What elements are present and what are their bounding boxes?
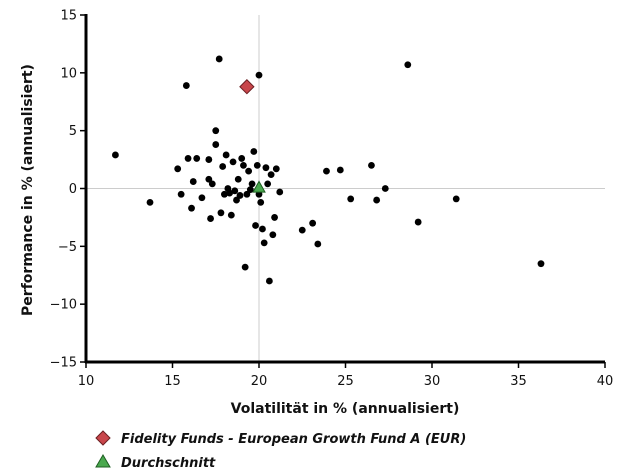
- scatter-point: [368, 161, 375, 169]
- scatter-point: [241, 263, 249, 271]
- scatter-point: [414, 218, 422, 226]
- scatter-point: [271, 214, 278, 221]
- scatter-point: [381, 185, 389, 192]
- scatter-point: [212, 141, 220, 148]
- scatter-point: [205, 156, 213, 163]
- legend-item-average: Durchschnitt: [95, 454, 216, 469]
- y-axis-title: Performance in % (annualisiert): [20, 64, 36, 316]
- scatter-point: [234, 175, 242, 183]
- fund-diamond-point: [239, 79, 255, 95]
- scatter-point: [212, 127, 220, 135]
- y-tick-label: 5: [69, 124, 77, 139]
- scatter-point: [373, 196, 381, 204]
- scatter-point: [146, 198, 154, 206]
- scatter-point: [112, 151, 119, 159]
- x-tick-label: 25: [337, 374, 354, 389]
- scatter-point: [250, 148, 258, 155]
- scatter-point: [231, 187, 239, 195]
- scatter-point: [233, 196, 240, 204]
- scatter-point: [253, 161, 261, 169]
- scatter-point: [217, 209, 225, 217]
- scatter-point: [177, 190, 185, 198]
- scatter-point: [205, 175, 213, 183]
- scatter-point: [269, 231, 277, 239]
- legend-label-fund: Fidelity Funds - European Growth Fund A …: [121, 432, 466, 447]
- scatter-point: [314, 240, 322, 248]
- data-points: [112, 55, 545, 285]
- y-tick-label: 10: [60, 66, 77, 81]
- x-tick-label: 30: [424, 374, 441, 389]
- scatter-point: [221, 190, 228, 198]
- scatter-point: [272, 165, 280, 173]
- x-tick-label: 20: [251, 374, 268, 389]
- scatter-point: [219, 163, 227, 170]
- legend-item-fund: Fidelity Funds - European Growth Fund A …: [95, 430, 466, 447]
- scatter-point: [265, 277, 273, 285]
- scatter-point: [208, 180, 216, 188]
- scatter-point: [243, 190, 251, 198]
- axis-ticks: −15 −10 −5 0 5 10 15 10 15 20 25 30 35 40: [50, 9, 614, 390]
- scatter-point: [260, 239, 268, 247]
- x-tick-label: 10: [78, 374, 95, 389]
- x-tick-label: 15: [164, 374, 181, 389]
- scatter-point: [347, 195, 355, 203]
- scatter-point: [174, 165, 182, 173]
- scatter-point: [404, 61, 412, 69]
- legend: Fidelity Funds - European Growth Fund A …: [95, 430, 466, 469]
- scatter-point: [226, 189, 233, 197]
- scatter-point: [229, 158, 237, 166]
- scatter-point: [238, 155, 246, 162]
- scatter-point: [245, 167, 253, 175]
- scatter-point: [267, 171, 275, 179]
- scatter-point: [207, 215, 214, 222]
- x-axis-title: Volatilität in % (annualisiert): [231, 401, 460, 417]
- legend-triangle-marker: [95, 454, 111, 468]
- scatter-point: [323, 167, 330, 175]
- scatter-point: [259, 225, 266, 233]
- scatter-point: [257, 198, 265, 206]
- scatter-point: [264, 180, 272, 188]
- scatter-point: [215, 55, 223, 63]
- x-tick-label: 40: [597, 374, 614, 389]
- y-tick-label: −5: [58, 240, 77, 255]
- scatter-point: [336, 166, 344, 174]
- scatter-point: [193, 155, 201, 162]
- y-tick-label: −15: [50, 356, 77, 371]
- scatter-point: [227, 211, 235, 219]
- scatter-point: [182, 82, 190, 89]
- scatter-point: [309, 219, 317, 227]
- scatter-point: [198, 194, 206, 202]
- scatter-point: [298, 226, 306, 234]
- scatter-point: [236, 192, 244, 199]
- legend-label-average: Durchschnitt: [121, 456, 216, 469]
- scatter-point: [189, 178, 197, 185]
- scatter-point: [262, 164, 270, 172]
- scatter-point: [255, 71, 263, 79]
- scatter-point: [184, 155, 192, 162]
- scatter-point: [222, 151, 230, 159]
- y-tick-label: 15: [60, 9, 77, 24]
- y-tick-label: 0: [69, 182, 77, 197]
- scatter-point: [240, 161, 247, 169]
- scatter-point: [537, 260, 545, 268]
- scatter-point: [246, 186, 254, 194]
- average-triangle-point: [252, 180, 266, 193]
- scatter-point: [452, 195, 460, 203]
- reference-lines: [86, 15, 605, 362]
- y-tick-label: −10: [50, 298, 77, 313]
- scatter-point: [188, 204, 195, 212]
- scatter-point: [276, 188, 284, 196]
- scatter-point: [248, 180, 256, 188]
- scatter-point: [252, 222, 259, 229]
- legend-diamond-marker: [95, 430, 111, 446]
- x-tick-label: 35: [510, 374, 527, 389]
